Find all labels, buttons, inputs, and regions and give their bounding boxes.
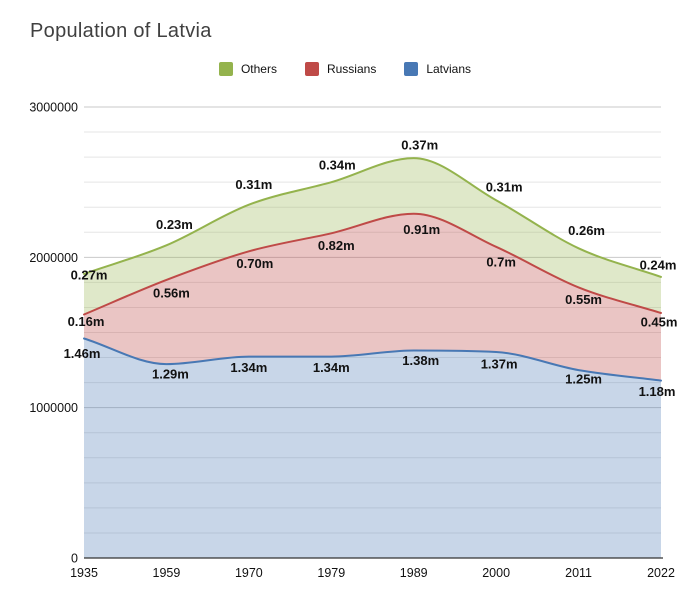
- legend-swatch-russians-icon: [304, 62, 319, 76]
- x-tick-label: 1935: [70, 566, 98, 580]
- area-russians: [84, 213, 661, 381]
- legend-item-russians[interactable]: Russians: [304, 62, 377, 76]
- data-label: 0.7m: [486, 254, 516, 269]
- data-labels-others: 0.27m 0.23m 0.31m 0.34m 0.37m 0.31m 0.26m 0.24m: [71, 138, 677, 283]
- x-tick-label: 1970: [235, 566, 263, 580]
- chart-title: Population of Latvia: [30, 20, 212, 42]
- y-tick-label: 1000000: [29, 401, 78, 415]
- data-label: 0.45m: [641, 314, 678, 329]
- x-tick-label: 2011: [565, 566, 592, 580]
- data-label: 0.26m: [568, 223, 605, 238]
- line-others: [83, 157, 662, 278]
- legend-item-latvians[interactable]: Latvians: [404, 62, 471, 76]
- data-label: 0.37m: [401, 138, 438, 153]
- legend-swatch-latvians-icon: [404, 62, 419, 76]
- legend-swatch-others-icon: [218, 62, 233, 76]
- data-label: 1.34m: [313, 360, 350, 375]
- data-label: 0.24m: [640, 257, 677, 272]
- data-label: 0.55m: [565, 292, 602, 307]
- data-label: 1.38m: [402, 353, 439, 368]
- legend-label-russians: Russians: [326, 62, 377, 76]
- data-label: 0.34m: [319, 158, 356, 173]
- y-tick-label: 0: [71, 552, 78, 566]
- data-label: 1.46m: [64, 346, 101, 361]
- y-axis-labels: 0 1000000 2000000 3000000: [29, 101, 78, 566]
- data-label: 1.18m: [639, 384, 676, 399]
- line-russians: [83, 212, 662, 316]
- data-label: 1.37m: [481, 357, 518, 372]
- data-label: 0.82m: [318, 238, 355, 253]
- x-tick-label: 1979: [317, 566, 345, 580]
- data-label: 1.34m: [230, 360, 267, 375]
- x-axis-labels: 1935 1959 1970 1979 1989 2000 2011 2022: [70, 566, 675, 580]
- data-label: 0.23m: [156, 217, 193, 232]
- x-tick-label: 2022: [647, 566, 675, 580]
- data-label: 0.91m: [403, 222, 440, 237]
- area-others: [84, 158, 661, 315]
- y-tick-label: 3000000: [29, 101, 78, 115]
- y-tick-label: 2000000: [29, 251, 78, 265]
- data-label: 0.31m: [235, 177, 272, 192]
- data-label: 0.16m: [68, 314, 105, 329]
- legend-label-others: Others: [240, 62, 277, 76]
- x-tick-label: 1989: [400, 566, 428, 580]
- data-labels-latvians: 1.46m 1.29m 1.34m 1.34m 1.38m 1.37m 1.25m 1.18m: [64, 346, 676, 399]
- data-labels-russians: 0.16m 0.56m 0.70m 0.82m 0.91m 0.7m 0.55m 0.45m: [68, 222, 678, 329]
- data-label: 0.27m: [71, 267, 108, 282]
- area-latvians: [84, 338, 661, 558]
- x-tick-label: 1959: [153, 566, 181, 580]
- x-tick-label: 2000: [482, 566, 510, 580]
- data-label: 0.56m: [153, 285, 190, 300]
- legend-label-latvians: Latvians: [426, 62, 472, 76]
- data-label: 0.70m: [236, 256, 273, 271]
- line-latvians: [83, 337, 662, 382]
- data-label: 1.25m: [565, 372, 602, 387]
- data-label: 1.29m: [152, 367, 189, 382]
- data-label: 0.31m: [486, 180, 523, 195]
- gridlines: [84, 106, 661, 559]
- chart-legend: Others Russians Latvians: [0, 62, 690, 76]
- legend-item-others[interactable]: Others: [218, 62, 277, 76]
